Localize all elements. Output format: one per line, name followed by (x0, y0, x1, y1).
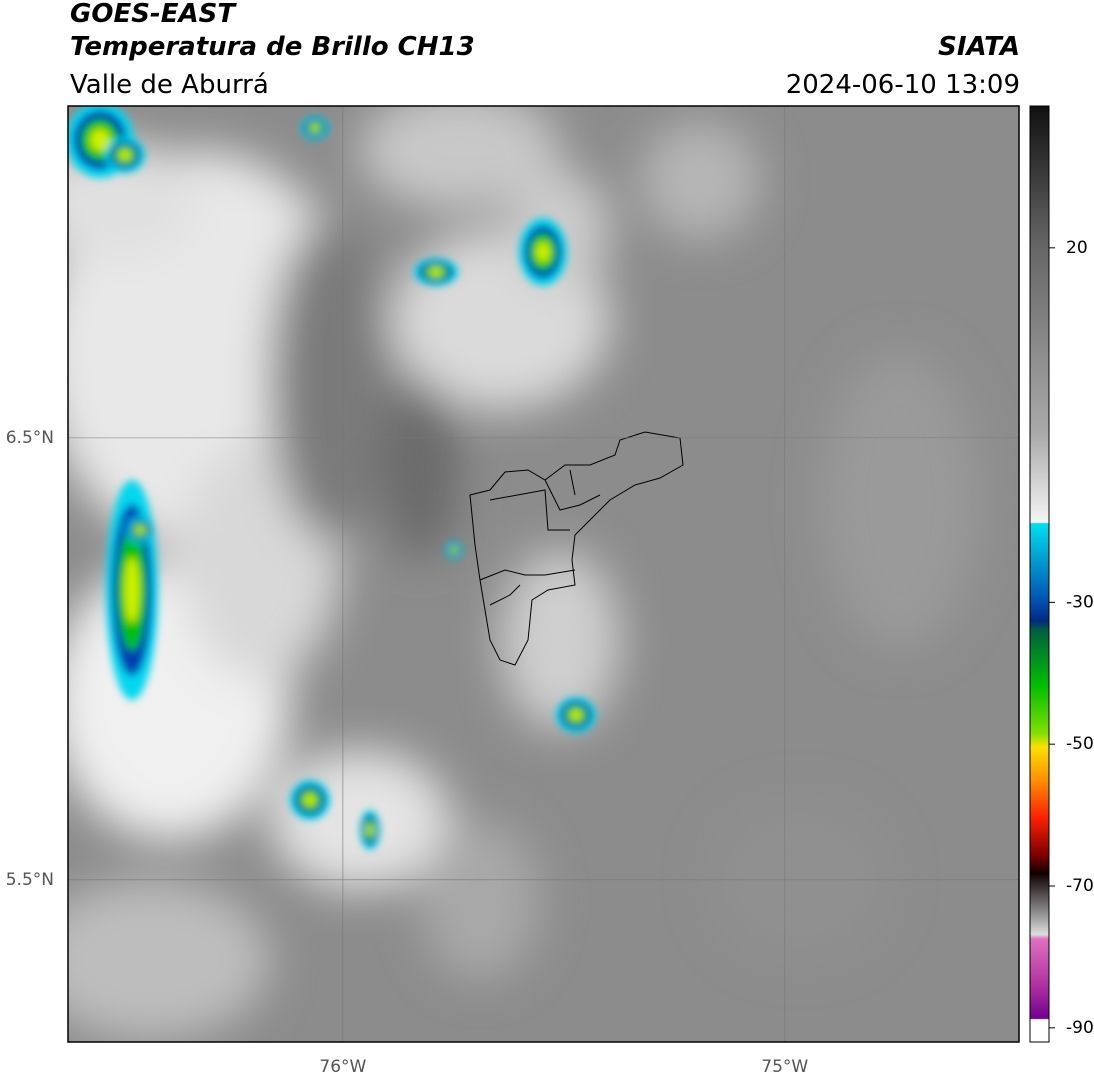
lat-tick-label: 6.5°N (6, 428, 54, 448)
aburra-boundary (469, 431, 684, 666)
cell (310, 124, 320, 132)
colorbar-tick-label: -70 (1066, 876, 1094, 896)
cloud (270, 750, 450, 890)
region: Valle de Aburrá (70, 70, 269, 100)
cell (304, 794, 316, 806)
datetime: 2024-06-10 13:09 (786, 70, 1020, 100)
map-area (68, 106, 1019, 1042)
cloud (380, 380, 460, 560)
cell (119, 149, 131, 161)
subtitle: Temperatura de Brillo CH13 (70, 32, 475, 62)
cloud (500, 550, 620, 730)
cell (535, 241, 551, 263)
convective-cells (68, 106, 596, 850)
cloud (270, 220, 390, 540)
lon-tick-label: 76°W (319, 1057, 366, 1077)
lat-tick-label: 5.5°N (6, 870, 54, 890)
map-frame (67, 105, 1020, 1043)
cloud (420, 820, 540, 980)
cell (429, 267, 443, 277)
colorbar-tick-label: -90 (1066, 1018, 1094, 1038)
cloud (360, 106, 560, 210)
cloud (68, 880, 270, 1040)
cell (451, 547, 457, 553)
lon-tick-label: 75°W (761, 1057, 808, 1077)
cell (367, 824, 373, 836)
cell (124, 557, 140, 623)
title: GOES-EAST (70, 0, 237, 29)
cloud (640, 120, 760, 240)
cell (570, 709, 582, 721)
source: SIATA (938, 32, 1020, 62)
cell (89, 128, 111, 152)
colorbar-tick-label: -30 (1066, 592, 1094, 612)
colorbar-tick-label: -50 (1066, 734, 1094, 754)
colorbar-tick-label: 20 (1066, 238, 1088, 258)
cell (135, 525, 145, 535)
colorbar (1029, 105, 1050, 1043)
cloud (820, 350, 980, 650)
